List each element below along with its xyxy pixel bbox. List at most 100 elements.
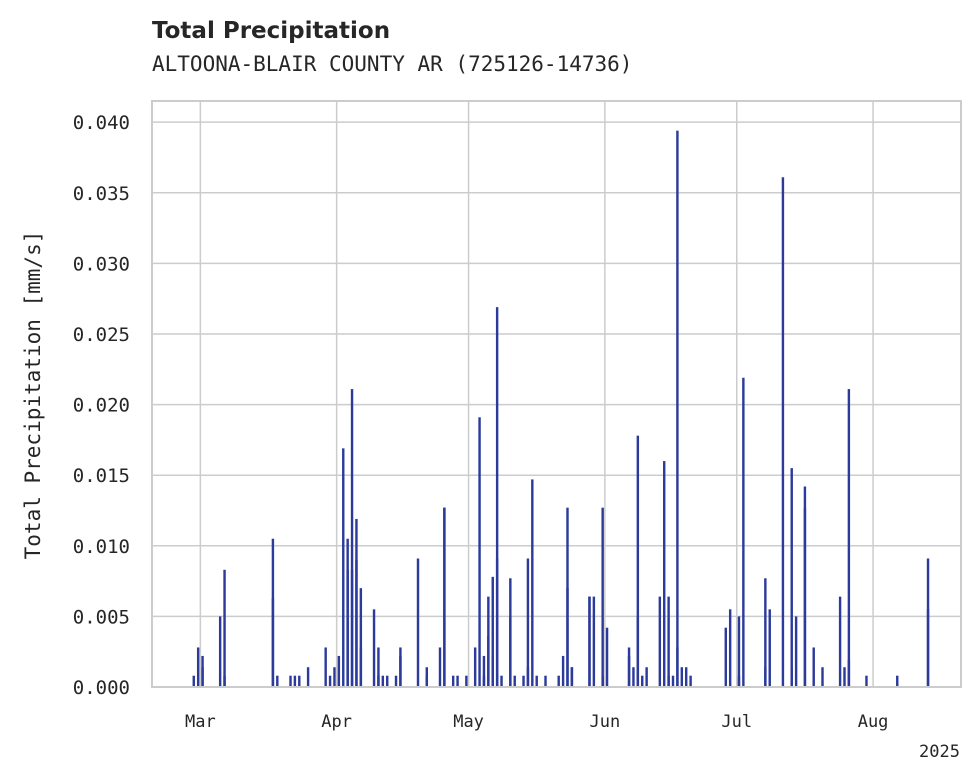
y-tick-label: 0.030 [73, 253, 130, 275]
precipitation-bar [658, 596, 662, 687]
precipitation-bar [346, 538, 349, 687]
x-tick-label: May [453, 712, 484, 732]
chart-title: Total Precipitation [152, 18, 391, 44]
precipitation-bar [636, 616, 640, 687]
precipitation-bar [438, 647, 442, 687]
precipitation-bar [667, 596, 670, 687]
precipitation-bar [663, 461, 666, 687]
precipitation-bar [328, 675, 332, 687]
precipitation-bar [847, 389, 851, 687]
precipitation-bar [192, 675, 195, 687]
precipitation-bar [416, 558, 420, 687]
precipitation-bar [456, 675, 459, 687]
precipitation-bar [588, 596, 591, 687]
y-tick-label: 0.015 [73, 465, 130, 487]
precipitation-bar [500, 675, 503, 687]
precipitation-bar [289, 675, 292, 687]
precipitation-bar [570, 667, 574, 687]
precipitation-bar [764, 578, 767, 687]
precipitation-bar [482, 655, 486, 687]
precipitation-bar [821, 667, 824, 687]
precipitation-bar [526, 558, 530, 687]
precipitation-bar [592, 596, 596, 687]
precipitation-bar [728, 609, 732, 687]
y-axis-ticks: 0.000 0.005 0.010 0.015 0.020 0.025 0.030 0.035… [73, 112, 130, 699]
precipitation-bar [531, 479, 534, 687]
precipitation-bar [342, 448, 345, 687]
plot-frame [151, 100, 962, 688]
y-tick-label: 0.035 [73, 183, 130, 205]
precipitation-bar [386, 675, 389, 687]
precipitation-bar [689, 675, 692, 687]
y-tick-label: 0.005 [73, 606, 130, 628]
precipitation-bar [636, 435, 640, 687]
precipitation-bar [680, 667, 684, 687]
precipitation-bar [724, 627, 727, 687]
precipitation-bar [641, 675, 644, 687]
precipitation-bar [605, 627, 609, 687]
precipitation-bar [847, 660, 851, 687]
precipitation-bar [926, 558, 930, 687]
y-tick-label: 0.040 [73, 112, 130, 134]
precipitation-bar [561, 655, 565, 687]
precipitation-bar [768, 609, 771, 687]
precipitation-bar [372, 609, 376, 687]
precipitation-bar [451, 675, 455, 687]
y-tick-label: 0.000 [73, 677, 130, 699]
precipitation-bar [333, 667, 336, 687]
precipitation-bar [838, 596, 842, 687]
precipitation-bar [478, 417, 481, 687]
grid-lines [152, 101, 961, 688]
precipitation-bar [684, 667, 688, 687]
precipitation-bar [381, 675, 385, 687]
chart-subtitle: ALTOONA-BLAIR COUNTY AR (725126-14736) [152, 52, 633, 76]
x-axis-ticks: Mar Apr May Jun Jul Aug [185, 712, 888, 732]
precipitation-bar [566, 588, 569, 687]
x-tick-label: Jun [590, 712, 621, 732]
precipitation-bar [645, 667, 648, 687]
x-tick-label: Aug [858, 712, 889, 732]
precipitation-bar [337, 655, 341, 687]
precipitation-bar [812, 647, 815, 687]
x-tick-label: Apr [321, 712, 352, 732]
y-tick-label: 0.010 [73, 536, 130, 558]
precipitation-bar [377, 675, 380, 687]
y-tick-label: 0.020 [73, 395, 130, 417]
precipitation-bar [495, 307, 499, 687]
precipitation-bar [359, 647, 363, 687]
precipitation-bar [359, 588, 363, 687]
precipitation-bars [192, 130, 930, 687]
precipitation-bar [425, 675, 429, 687]
precipitation-bar [218, 616, 222, 687]
precipitation-bar [298, 675, 301, 687]
y-axis-label: Total Precipitation [mm/s] [21, 231, 45, 560]
precipitation-bar [676, 130, 679, 687]
x-tick-label: Mar [185, 712, 216, 732]
precipitation-bar [601, 507, 604, 687]
precipitation-bar [473, 647, 477, 687]
precipitation-bar [223, 675, 226, 687]
precipitation-bar [557, 675, 560, 687]
precipitation-bar [324, 647, 327, 687]
precipitation-bar [196, 647, 200, 687]
precipitation-bar [632, 667, 635, 687]
y-tick-label: 0.025 [73, 324, 130, 346]
precipitation-bar [306, 667, 310, 687]
precipitation-bar [223, 569, 226, 687]
precipitation-bar [271, 538, 275, 687]
precipitation-bar [803, 486, 807, 687]
precipitation-bar [293, 675, 297, 687]
precipitation-bar [742, 377, 745, 687]
precipitation-bar [350, 389, 354, 687]
precipitation-bar [544, 675, 547, 687]
precipitation-bar [443, 507, 446, 687]
precipitation-bar [865, 675, 868, 687]
precipitation-bar [737, 616, 741, 687]
precipitation-bar [276, 675, 279, 687]
precipitation-bar [201, 655, 204, 687]
precipitation-bar [896, 675, 899, 687]
precipitation-bar [355, 559, 358, 687]
x-tick-label: Jul [721, 712, 752, 732]
precipitation-bar [487, 596, 490, 687]
